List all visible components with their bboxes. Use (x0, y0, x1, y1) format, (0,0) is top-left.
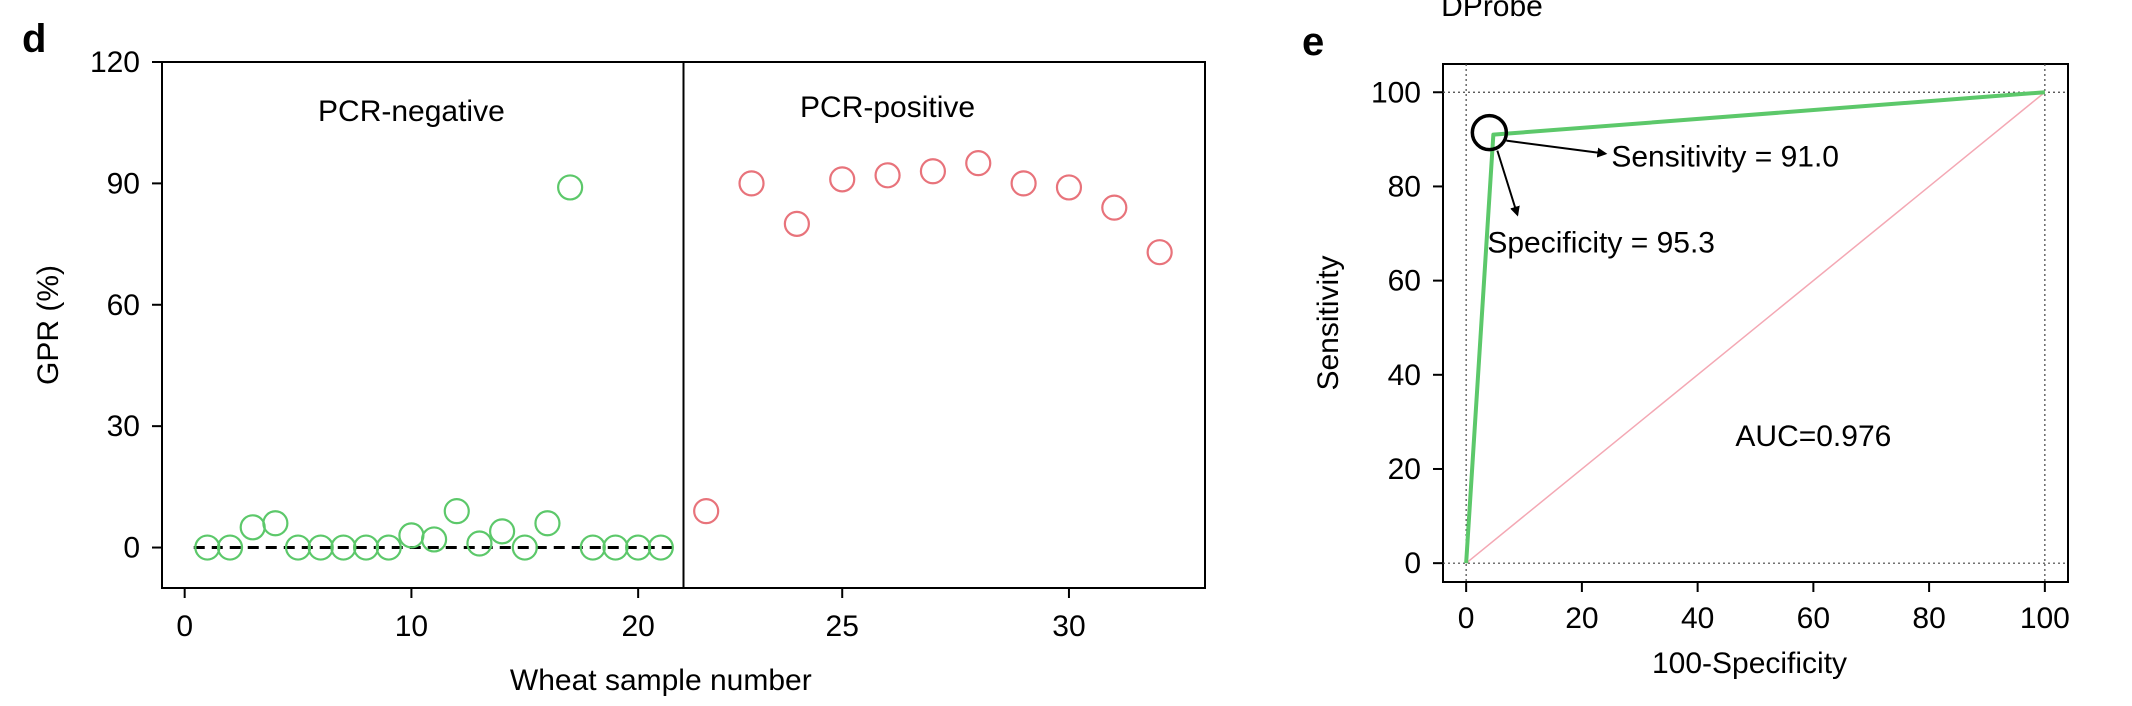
pcr-negative-point (602, 534, 629, 561)
pcr-positive-point (829, 166, 856, 193)
panel-e-y-axis-label: Sensitivity (1312, 255, 1345, 390)
x-tick-label: 20 (621, 610, 654, 643)
pcr-negative-point (489, 518, 516, 545)
pcr-positive-point (738, 170, 765, 197)
pcr-positive-point (919, 158, 947, 185)
y-tick-label: 60 (1388, 265, 1421, 298)
sensitivity-annotation: Sensitivity = 91.0 (1611, 141, 1839, 174)
specificity-annotation: Specificity = 95.3 (1487, 227, 1715, 260)
pcr-negative-point (330, 534, 357, 561)
reference-diagonal-line (1465, 91, 2046, 564)
sensitivity-arrow (1506, 139, 1608, 158)
panel-e-x-axis-label: 100-Specificity (1652, 647, 1847, 680)
y-tick-label: 0 (123, 532, 140, 565)
panel-e-chart: e DProbe Sensitivity 100-Specificity Sen… (1302, 0, 2070, 680)
y-tick-label: 80 (1388, 170, 1421, 203)
x-tick-label: 30 (1052, 610, 1085, 643)
y-tick-label: 20 (1388, 453, 1421, 486)
x-tick-label: 25 (826, 610, 859, 643)
pcr-positive-label: PCR-positive (800, 91, 975, 124)
panel-d-x-axis-label: Wheat sample number (510, 664, 812, 697)
y-tick-label: 40 (1388, 359, 1421, 392)
panel-d-y-axis-label: GPR (%) (32, 265, 65, 385)
pcr-negative-point (307, 534, 334, 561)
y-tick-label: 0 (1404, 547, 1421, 580)
pcr-negative-point (398, 522, 425, 549)
pcr-negative-point (466, 530, 493, 557)
pcr-positive-point (783, 210, 810, 237)
pcr-negative-point (579, 534, 606, 561)
y-tick-label: 90 (107, 167, 140, 200)
panel-e-title: DProbe (1441, 0, 1543, 23)
x-tick-label: 60 (1797, 602, 1830, 635)
pcr-negative-point (443, 498, 470, 525)
panel-e-letter: e (1302, 20, 1324, 64)
pcr-negative-point (375, 534, 402, 561)
x-tick-label: 0 (1458, 602, 1475, 635)
y-tick-label: 100 (1371, 76, 1421, 109)
x-tick-label: 100 (2020, 602, 2070, 635)
pcr-negative-point (647, 534, 674, 561)
pcr-negative-point (194, 534, 221, 561)
y-tick-label: 120 (90, 46, 140, 79)
pcr-negative-point (262, 510, 289, 537)
pcr-positive-point (965, 150, 992, 177)
pcr-positive-point (693, 498, 720, 525)
operating-point-marker (1470, 113, 1509, 152)
pcr-negative-point (625, 534, 652, 561)
pcr-negative-point (557, 174, 584, 201)
pcr-positive-point (874, 162, 901, 189)
x-tick-label: 40 (1681, 602, 1714, 635)
pcr-negative-point (216, 534, 244, 561)
auc-annotation: AUC=0.976 (1735, 420, 1891, 453)
pcr-negative-point (239, 514, 266, 541)
pcr-negative-point (284, 534, 312, 561)
panel-d-letter: d (22, 17, 46, 61)
x-tick-label: 0 (176, 610, 193, 643)
pcr-positive-point (1010, 170, 1037, 197)
panel-d-chart: d GPR (%) Wheat sample number PCR-negati… (22, 17, 1206, 697)
pcr-negative-point (352, 534, 380, 561)
panel-e-plot-frame (1442, 63, 2069, 583)
pcr-negative-point (511, 534, 538, 561)
pcr-positive-point (1146, 239, 1173, 266)
x-tick-label: 10 (395, 610, 428, 643)
roc-curve (1464, 90, 2046, 564)
pcr-negative-point (534, 510, 561, 537)
pcr-negative-point (420, 526, 448, 553)
pcr-positive-point (1101, 194, 1128, 221)
specificity-arrow (1496, 150, 1520, 217)
y-tick-label: 30 (107, 410, 140, 443)
y-tick-label: 60 (107, 289, 140, 322)
x-tick-label: 20 (1565, 602, 1598, 635)
pcr-positive-point (1055, 174, 1083, 201)
pcr-negative-label: PCR-negative (318, 95, 505, 128)
x-tick-label: 80 (1912, 602, 1945, 635)
